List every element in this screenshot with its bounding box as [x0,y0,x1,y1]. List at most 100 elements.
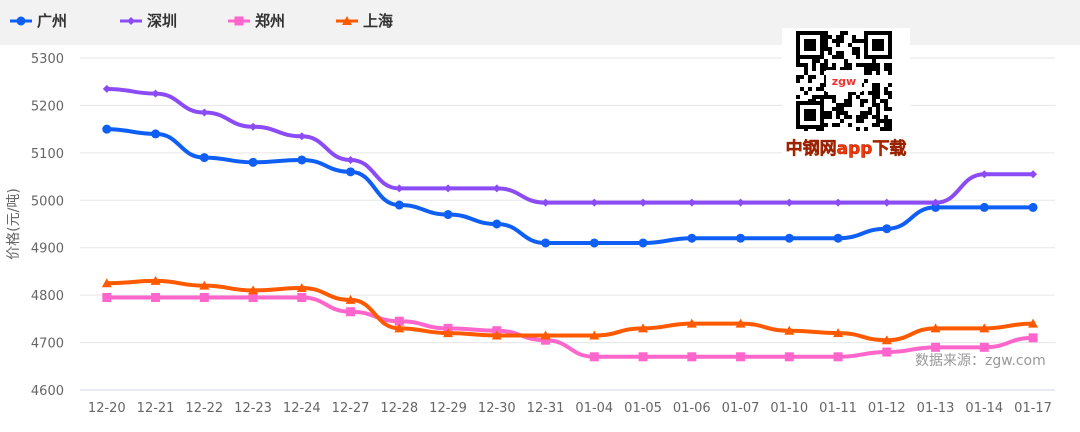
data-point [443,210,453,220]
x-tick-label: 01-17 [1014,401,1052,416]
data-point [687,233,697,243]
data-point [736,198,745,207]
x-tick-label: 01-06 [673,401,711,416]
data-point [1028,318,1039,328]
x-tick-label: 12-24 [283,401,321,416]
x-tick-label: 12-20 [88,401,126,416]
data-point [395,184,404,193]
data-point [736,233,746,243]
y-tick-label: 4600 [31,384,64,399]
data-point [297,155,307,165]
data-point [784,233,794,243]
series-line [106,295,1034,359]
legend-marker-icon [336,15,358,25]
data-point [979,323,990,333]
data-point [151,293,161,303]
series-1 [102,84,1038,207]
data-point [346,155,355,164]
y-tick-label: 4800 [31,289,64,304]
data-point [882,198,891,207]
data-point [102,84,111,93]
data-point [833,352,843,362]
data-point [1029,170,1038,179]
y-tick-label: 5300 [31,52,64,67]
x-tick-label: 12-29 [429,401,467,416]
data-point [833,233,843,243]
legend-label: 广州 [37,12,68,30]
data-point [931,342,941,352]
data-point [735,318,746,328]
data-point [345,294,356,304]
y-tick-label: 5000 [31,194,64,209]
data-point [234,16,244,25]
x-tick-label: 12-28 [380,401,418,416]
data-point [881,335,892,345]
data-point [443,328,454,338]
data-point [784,352,794,362]
y-tick-label: 5200 [31,99,64,114]
x-tick-label: 01-05 [624,401,662,416]
data-point [638,352,648,362]
data-point [541,198,550,207]
legend-label: 深圳 [147,12,178,30]
legend-item[interactable]: 广州 [10,10,67,31]
data-point [248,285,259,295]
data-point [785,198,794,207]
legend-item[interactable]: 深圳 [120,10,177,31]
data-point [979,202,989,212]
data-point [150,275,161,285]
x-tick-label: 01-13 [917,401,955,416]
x-tick-label: 01-11 [819,401,857,416]
data-source-note: 数据来源：zgw.com [915,353,1046,369]
data-point [736,352,746,362]
data-point [639,198,648,207]
app-download-caption[interactable]: 中钢网app下载 [785,139,907,160]
y-axis-label: 价格(元/吨) [6,188,22,260]
data-point [833,328,844,338]
data-point [590,198,599,207]
series-line [106,278,1034,343]
data-point [346,167,356,177]
x-tick-label: 01-07 [722,401,760,416]
x-tick-label: 12-30 [478,401,516,416]
data-point [248,293,258,303]
data-point [687,198,696,207]
data-point [297,293,307,303]
data-point [686,318,697,328]
data-point [296,283,307,293]
data-point [541,238,551,248]
data-point [540,330,551,340]
y-tick-label: 5100 [31,147,64,162]
x-tick-label: 01-14 [965,401,1003,416]
data-point [979,342,989,352]
qr-code[interactable]: zgw [782,28,910,156]
data-point [589,330,600,340]
legend-label: 郑州 [255,12,286,30]
data-point [491,330,502,340]
data-point [589,238,599,248]
data-point [1028,333,1038,343]
legend-item[interactable]: 上海 [336,10,393,31]
data-point [492,219,502,229]
data-point [394,200,404,210]
x-tick-label: 12-23 [234,401,272,416]
data-point [127,16,135,25]
svg-text:zgw: zgw [832,75,856,88]
data-point [444,184,453,193]
data-point [784,325,795,335]
x-tick-label: 12-21 [137,401,175,416]
legend-item[interactable]: 郑州 [228,10,285,31]
x-tick-label: 01-12 [868,401,906,416]
data-point [882,224,892,234]
series-2 [102,293,1038,362]
data-point [589,352,599,362]
y-tick-label: 4900 [31,242,64,257]
data-point [394,316,404,326]
data-point [199,293,209,303]
data-point [342,15,352,25]
data-point [394,323,405,333]
legend-label: 上海 [363,12,394,30]
legend-marker-icon [10,16,32,25]
data-point [930,323,941,333]
x-tick-label: 01-10 [770,401,808,416]
